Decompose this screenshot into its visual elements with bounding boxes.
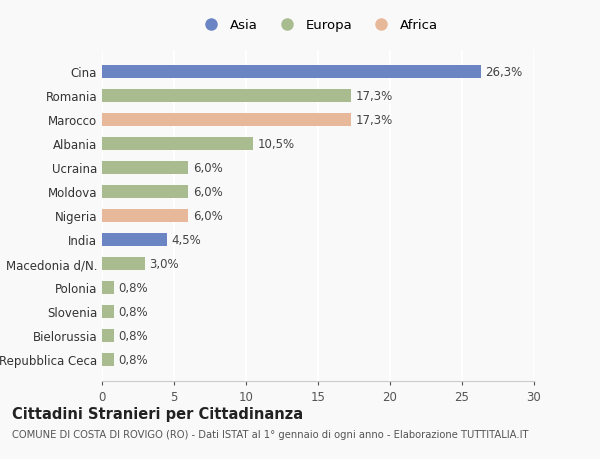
Text: 6,0%: 6,0% [193, 162, 223, 174]
Text: 10,5%: 10,5% [257, 137, 295, 151]
Text: Cittadini Stranieri per Cittadinanza: Cittadini Stranieri per Cittadinanza [12, 406, 303, 421]
Bar [102, 305, 113, 318]
Bar [102, 209, 188, 222]
Bar [102, 281, 113, 294]
Bar [102, 90, 351, 103]
Text: 17,3%: 17,3% [355, 90, 392, 102]
Text: 17,3%: 17,3% [355, 113, 392, 127]
Text: COMUNE DI COSTA DI ROVIGO (RO) - Dati ISTAT al 1° gennaio di ogni anno - Elabora: COMUNE DI COSTA DI ROVIGO (RO) - Dati IS… [12, 429, 529, 439]
Bar [102, 113, 351, 127]
Text: 0,8%: 0,8% [118, 281, 148, 294]
Text: 0,8%: 0,8% [118, 305, 148, 318]
Text: 0,8%: 0,8% [118, 329, 148, 342]
Text: 26,3%: 26,3% [485, 66, 522, 78]
Bar [102, 185, 188, 198]
Text: 6,0%: 6,0% [193, 209, 223, 222]
Bar [102, 137, 253, 151]
Text: 6,0%: 6,0% [193, 185, 223, 198]
Legend: Asia, Europa, Africa: Asia, Europa, Africa [193, 14, 443, 38]
Text: 0,8%: 0,8% [118, 353, 148, 366]
Bar [102, 233, 167, 246]
Bar [102, 66, 481, 78]
Bar [102, 257, 145, 270]
Bar [102, 161, 188, 174]
Text: 4,5%: 4,5% [171, 233, 201, 246]
Bar [102, 353, 113, 366]
Bar [102, 329, 113, 342]
Text: 3,0%: 3,0% [149, 257, 179, 270]
